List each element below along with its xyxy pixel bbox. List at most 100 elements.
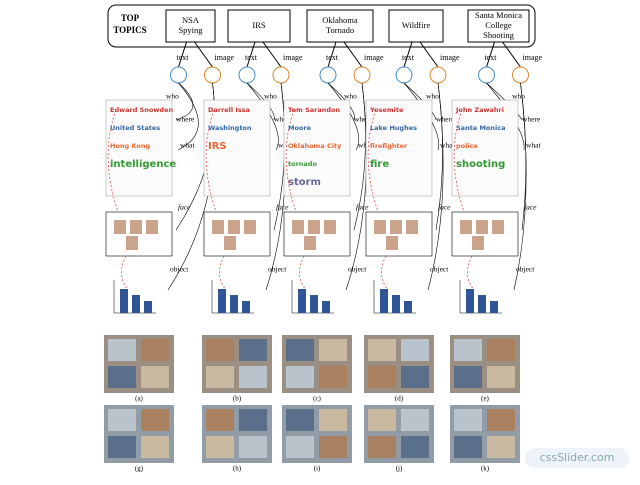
topics-box — [107, 4, 536, 48]
cloud-word: firefighter — [370, 142, 408, 150]
edge-label: who — [166, 92, 179, 101]
image-node — [429, 66, 447, 84]
word-cloud — [451, 99, 519, 197]
cloud-word: Washington — [208, 124, 252, 132]
edge-label: where — [522, 115, 541, 124]
edge-label: who — [426, 92, 439, 101]
cloud-word: shooting — [456, 159, 505, 170]
bar-illustration — [380, 289, 388, 313]
bar-illustration — [322, 301, 330, 313]
thumb — [108, 436, 136, 458]
panel-label: (d) — [395, 395, 404, 403]
panel-label: (j) — [396, 465, 403, 473]
edge-label: where — [176, 115, 195, 124]
edge — [403, 82, 440, 151]
cloud-word: Edward Snowden — [110, 106, 173, 114]
header-label: TOPICS — [113, 25, 146, 35]
topic-label: Santa Monica — [475, 10, 522, 20]
edge — [327, 82, 360, 151]
edge-label: who — [512, 92, 525, 101]
cloud-word: Tom Sarandon — [288, 106, 340, 114]
thumb — [239, 366, 267, 388]
bar-illustration — [392, 295, 400, 313]
thumb — [487, 409, 515, 431]
bar-illustration — [298, 289, 306, 313]
image-node — [512, 66, 529, 84]
thumb — [141, 436, 169, 458]
face — [374, 220, 386, 234]
edge-label: face — [356, 203, 369, 212]
edge-label: face — [178, 203, 191, 212]
edge-label: object — [516, 265, 535, 274]
panel-label: (i) — [314, 465, 321, 473]
thumb — [454, 436, 482, 458]
edge — [246, 82, 279, 151]
topic-label: Wildfire — [402, 20, 431, 30]
bar-illustration — [218, 289, 226, 313]
edge — [194, 41, 213, 68]
topic-box — [388, 9, 444, 43]
topic-label: Oklahoma — [322, 15, 358, 25]
thumb — [108, 409, 136, 431]
edge — [178, 41, 187, 68]
face — [292, 220, 304, 234]
thumb — [487, 436, 515, 458]
thumb — [239, 339, 267, 361]
link — [285, 109, 300, 221]
edge — [343, 41, 363, 68]
word-cloud — [203, 99, 271, 197]
thumb — [206, 366, 234, 388]
topic-label: Spying — [178, 25, 203, 35]
watermark-bg — [525, 448, 629, 468]
link — [453, 109, 468, 221]
edge-label: text — [245, 53, 258, 62]
thumb — [368, 436, 396, 458]
edge-label: what — [180, 141, 195, 150]
thumb — [454, 409, 482, 431]
face — [472, 236, 484, 250]
cloud-word: fire — [370, 159, 389, 170]
panel-label: (g) — [135, 465, 144, 473]
edge-label: who — [264, 92, 277, 101]
word-cloud — [283, 99, 351, 197]
panel-label: (e) — [481, 395, 489, 403]
word-cloud — [105, 99, 173, 197]
face — [228, 220, 240, 234]
edge — [345, 82, 367, 291]
cloud-word: Santa Monica — [456, 124, 505, 132]
watermark: cssSlider.com — [540, 451, 615, 464]
thumb — [239, 409, 267, 431]
panel-label: (k) — [481, 465, 490, 473]
edge-label: face — [524, 203, 537, 212]
image-node — [353, 66, 371, 84]
edge — [246, 41, 256, 68]
edge — [262, 41, 282, 68]
text-node — [478, 66, 495, 84]
cloud-word: John Zawahri — [455, 106, 504, 114]
image-node — [204, 66, 221, 84]
thumb — [108, 366, 136, 388]
header-label: TOP — [121, 13, 140, 23]
edge-label: text — [177, 53, 190, 62]
cloud-word: storm — [288, 177, 321, 188]
cloud-word: Moore — [288, 124, 312, 132]
face — [304, 236, 316, 250]
bar-illustration — [490, 301, 498, 313]
thumb — [141, 409, 169, 431]
thumb — [286, 436, 314, 458]
bar-illustration — [120, 289, 128, 313]
link — [467, 255, 475, 291]
panel-label: (c) — [313, 395, 321, 403]
thumb — [206, 436, 234, 458]
face — [212, 220, 224, 234]
edge-label: object — [268, 265, 287, 274]
edge-label: image — [523, 53, 543, 62]
edge — [427, 82, 444, 291]
cloud-word: Lake Hughes — [370, 124, 417, 132]
face — [386, 236, 398, 250]
topic-label: NSA — [182, 15, 200, 25]
bar-illustration — [478, 295, 486, 313]
edge-label: face — [438, 203, 451, 212]
thumb — [401, 409, 429, 431]
